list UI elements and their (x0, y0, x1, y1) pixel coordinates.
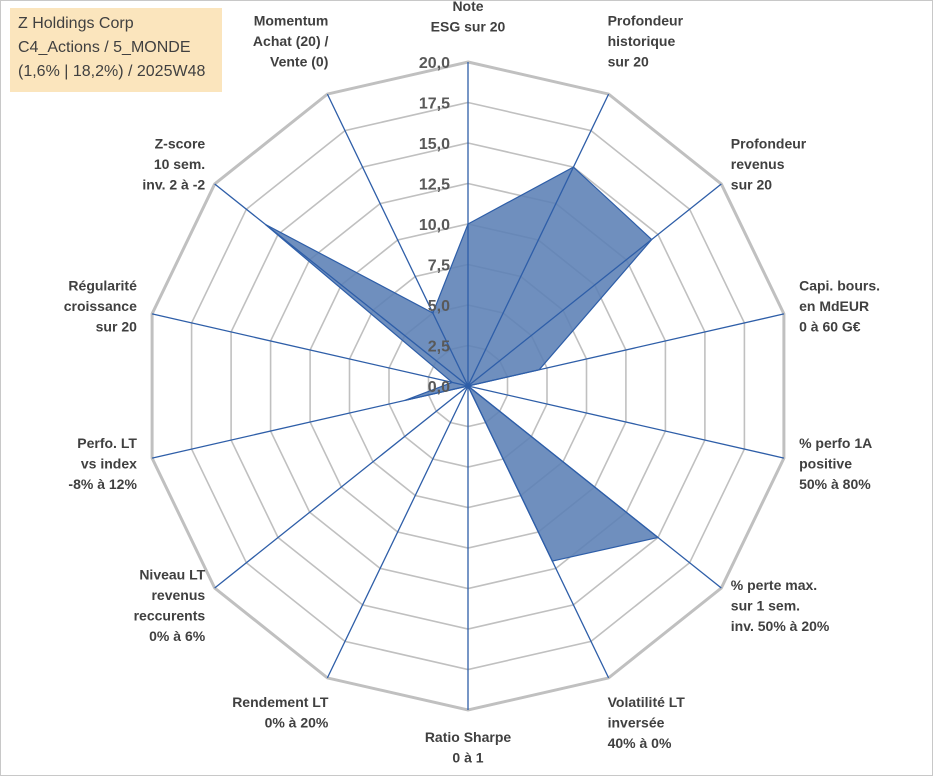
category-label: Momentum Achat (20) / Vente (0) (253, 13, 329, 70)
category-label-line: % perte max. (731, 577, 817, 593)
category-label-line: revenus (151, 587, 205, 603)
category-label-line: Vente (0) (270, 54, 328, 70)
category-label-line: inv. 50% à 20% (731, 618, 830, 634)
spoke-line (467, 183, 722, 387)
spoke-line (326, 93, 469, 387)
spoke-line (151, 385, 469, 459)
category-label-line: Volatilité LT (608, 694, 686, 710)
category-label: Note ESG sur 20 (431, 0, 506, 35)
category-label-line: % perfo 1A (799, 435, 872, 451)
category-label: Rendement LT 0% à 20% (232, 694, 329, 731)
category-label: Capi. bours. en MdEUR 0 à 60 G€ (799, 278, 880, 335)
category-label-line: Capi. bours. (799, 278, 880, 294)
tick-label: 2,5 (428, 339, 450, 356)
spoke-line (214, 385, 469, 589)
category-label: Ratio Sharpe 0 à 1 (425, 729, 512, 766)
category-label-line: positive (799, 456, 852, 472)
category-label-line: sur 20 (731, 177, 772, 193)
category-label-line: Profondeur (731, 136, 807, 152)
category-label-line: reccurents (134, 608, 206, 624)
spoke-line (151, 313, 469, 387)
category-label-line: inv. 2 à -2 (142, 177, 205, 193)
category-label-line: 50% à 80% (799, 476, 871, 492)
category-label-line: ESG sur 20 (431, 19, 506, 35)
category-label-line: Régularité (68, 278, 137, 294)
category-label-line: sur 1 sem. (731, 598, 800, 614)
tick-label: 10,0 (419, 217, 450, 234)
category-label-line: en MdEUR (799, 298, 869, 314)
category-label-line: Momentum (254, 13, 329, 29)
category-label-line: 0% à 6% (149, 628, 206, 644)
tick-label: 17,5 (419, 96, 450, 113)
radar-spokes (151, 62, 785, 710)
spoke-line (467, 93, 610, 387)
category-label-line: sur 20 (608, 54, 649, 70)
tick-label: 20,0 (419, 55, 450, 72)
category-label-line: Niveau LT (139, 567, 205, 583)
tick-label: 7,5 (428, 258, 450, 275)
category-label: Régularité croissance sur 20 (64, 278, 137, 335)
tick-label: 0,0 (428, 379, 450, 396)
radar-tick-labels: 0,0 2,5 5,0 7,5 10,0 12,5 15,0 17,5 20,0 (419, 55, 450, 396)
category-label: Profondeur revenus sur 20 (731, 136, 807, 193)
category-label-line: Rendement LT (232, 694, 329, 710)
category-label-line: 0 à 60 G€ (799, 319, 861, 335)
category-label-line: Note (452, 0, 483, 14)
category-label-line: Ratio Sharpe (425, 729, 512, 745)
category-label-line: -8% à 12% (68, 476, 137, 492)
category-label-line: historique (608, 33, 676, 49)
spoke-line (467, 385, 785, 459)
category-label-line: Z-score (155, 136, 206, 152)
category-label-line: 0 à 1 (452, 750, 483, 766)
category-label-line: Perfo. LT (77, 435, 137, 451)
chart-title-box: Z Holdings Corp C4_Actions / 5_MONDE (1,… (10, 8, 222, 92)
category-label-line: Profondeur (608, 13, 684, 29)
spoke-line (326, 385, 469, 679)
category-label-line: vs index (81, 456, 137, 472)
category-label: Perfo. LT vs index -8% à 12% (68, 435, 137, 492)
tick-label: 12,5 (419, 177, 450, 194)
category-label-line: revenus (731, 156, 785, 172)
category-label: Profondeur historique sur 20 (608, 13, 684, 70)
radar-category-labels: Note ESG sur 20 Profondeur historique sur 20… (64, 0, 880, 766)
category-label-line: sur 20 (96, 319, 137, 335)
category-label: % perfo 1A positive 50% à 80% (799, 435, 872, 492)
category-label-line: 0% à 20% (265, 714, 329, 730)
category-label-line: croissance (64, 298, 137, 314)
spoke-line (467, 385, 610, 679)
category-label-line: Achat (20) / (253, 33, 329, 49)
spoke-line (467, 313, 785, 387)
company-name: Z Holdings Corp (18, 15, 134, 32)
category-label-line: 40% à 0% (608, 735, 672, 751)
category-label: C4_Actions / 5_MONDE (18, 39, 191, 56)
tick-label: 5,0 (428, 298, 450, 315)
category-label: % perte max. sur 1 sem. inv. 50% à 20% (731, 577, 830, 634)
category-label-line: inversée (608, 714, 665, 730)
spoke-line (467, 385, 722, 589)
spoke-line (214, 183, 469, 387)
tick-label: 15,0 (419, 136, 450, 153)
category-label-line: 10 sem. (154, 156, 205, 172)
range-week-label: (1,6% | 18,2%) / 2025W48 (18, 63, 206, 80)
category-label: Niveau LT revenus reccurents 0% à 6% (134, 567, 206, 645)
category-label: Z-score 10 sem. inv. 2 à -2 (142, 136, 205, 193)
category-label: Volatilité LT inversée 40% à 0% (608, 694, 686, 751)
